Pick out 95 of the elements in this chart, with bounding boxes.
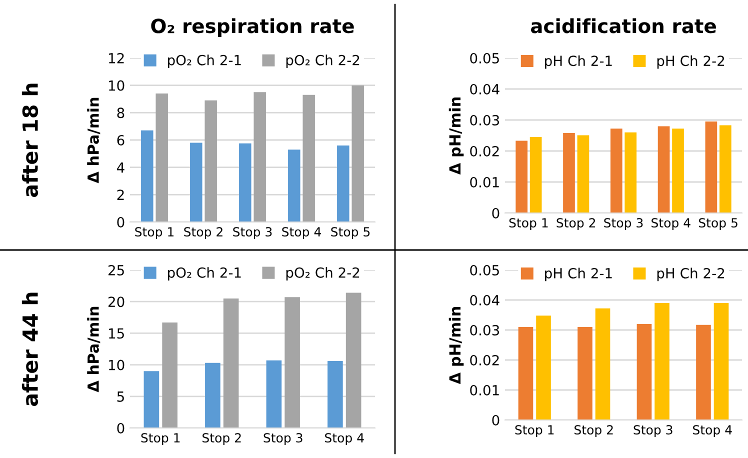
y-tick-label: 12	[108, 52, 124, 64]
bar	[144, 371, 160, 428]
y-axis-title: Δ pH/min	[448, 306, 464, 384]
y-tick-label: 0.02	[470, 146, 499, 156]
bar	[190, 142, 202, 222]
bar	[624, 132, 637, 213]
text: after 18 h	[22, 84, 38, 198]
bar	[578, 327, 592, 420]
y-tick-label: 0.04	[470, 294, 500, 306]
text: after 44 h	[22, 292, 38, 406]
y-tick-label: 0.03	[470, 324, 500, 336]
y-tick-label: 4	[116, 162, 124, 173]
bar	[595, 308, 610, 420]
y-tick-label: 0.05	[470, 264, 499, 276]
chart-title: acidification rate	[530, 18, 716, 34]
x-tick-label: Stop 4	[325, 433, 364, 445]
bar	[536, 316, 551, 420]
x-tick-label: Stop 4	[693, 425, 732, 437]
legend-label: pO₂ Ch 2-1	[168, 54, 241, 68]
bar	[288, 150, 300, 222]
y-tick-label: 20	[108, 296, 124, 308]
bar	[302, 94, 315, 222]
x-tick-label: Stop 5	[698, 218, 738, 230]
bar	[563, 133, 575, 213]
y-axis-title: Δ pH/min	[448, 97, 464, 175]
x-tick-label: Stop 2	[202, 433, 241, 445]
y-tick-label: 0	[117, 422, 124, 434]
bar	[714, 303, 729, 420]
bar	[530, 137, 542, 213]
x-tick-label: Stop 5	[331, 227, 370, 239]
bar	[654, 303, 670, 420]
chart-title: O₂ respiration rate	[151, 18, 354, 38]
bar	[254, 92, 266, 222]
bar	[518, 327, 534, 420]
y-axis-title: Δ hPa/min	[87, 98, 100, 184]
y-axis-title: Δ hPa/min	[87, 306, 100, 392]
legend-label: pH Ch 2-2	[657, 55, 724, 69]
bar	[352, 85, 364, 222]
bar	[328, 361, 343, 428]
bar	[636, 324, 652, 420]
x-tick-label: Stop 2	[574, 425, 613, 437]
y-tick-label: 0	[117, 216, 124, 228]
x-tick-label: Stop 3	[604, 218, 643, 230]
y-tick-label: 6	[117, 134, 124, 146]
y-tick-label: 0.05	[470, 52, 499, 64]
y-tick-label: 5	[117, 392, 124, 402]
x-tick-label: Stop 2	[556, 218, 596, 230]
legend-label: pO₂ Ch 2-2	[286, 54, 360, 68]
bar	[162, 322, 178, 428]
y-tick-label: 10	[108, 80, 124, 91]
bar	[284, 297, 300, 428]
x-tick-label: Stop 4	[282, 227, 321, 239]
legend-label: pH Ch 2-2	[657, 268, 724, 282]
bar	[223, 298, 239, 428]
x-tick-label: Stop 1	[135, 227, 174, 239]
legend-label: pO₂ Ch 2-2	[286, 267, 360, 281]
y-tick-label: 8	[117, 108, 124, 118]
y-tick-label: 25	[108, 264, 124, 276]
x-tick-label: Stop 2	[184, 227, 222, 239]
bar	[346, 292, 362, 428]
x-tick-label: Stop 4	[652, 218, 690, 230]
legend-label: pH Ch 2-1	[545, 268, 612, 282]
bar	[205, 362, 220, 428]
x-tick-label: Stop 1	[509, 218, 548, 230]
bar	[239, 143, 252, 222]
y-tick-label: 0	[492, 414, 500, 426]
y-tick-label: 0.04	[470, 84, 500, 94]
bar	[672, 128, 684, 213]
x-tick-label: Stop 1	[141, 433, 180, 445]
y-tick-label: 0.03	[470, 114, 500, 126]
bar	[141, 130, 154, 222]
bar	[516, 140, 528, 213]
y-tick-label: 10	[108, 360, 124, 370]
bar	[204, 100, 217, 222]
bar	[719, 125, 732, 213]
bar	[337, 145, 350, 222]
bar	[658, 126, 670, 213]
bar	[266, 360, 282, 428]
y-tick-label: 2	[117, 190, 124, 200]
bar	[577, 135, 590, 213]
y-tick-label: 0.01	[470, 384, 499, 396]
y-tick-label: 15	[108, 328, 124, 339]
bar	[705, 122, 718, 213]
legend-label: pH Ch 2-1	[545, 55, 612, 69]
x-tick-label: Stop 1	[515, 425, 554, 437]
x-tick-label: Stop 3	[634, 425, 672, 437]
y-tick-label: 0	[492, 208, 500, 218]
legend-label: pO₂ Ch 2-1	[168, 267, 241, 281]
y-tick-label: 0.01	[470, 176, 499, 188]
y-tick-label: 0.02	[470, 354, 499, 366]
bar	[696, 324, 711, 420]
bar	[610, 128, 622, 213]
bar	[156, 94, 168, 222]
x-tick-label: Stop 3	[264, 433, 302, 445]
x-tick-label: Stop 3	[233, 227, 272, 239]
